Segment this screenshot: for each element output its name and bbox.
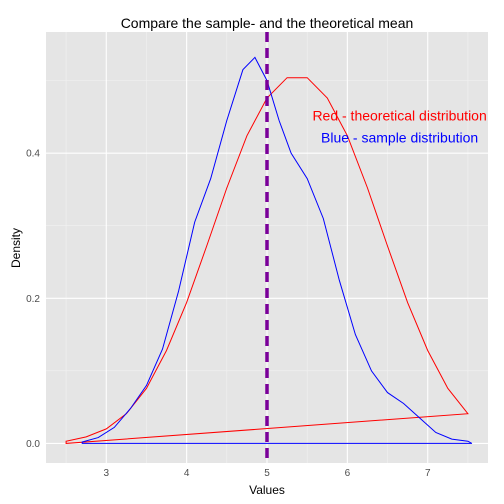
series-group (65, 56, 473, 444)
sample-density-line (81, 56, 473, 444)
x-tick-label: 3 (103, 468, 109, 479)
annotations: Red - theoretical distribution Blue - sam… (312, 108, 486, 146)
chart-title: Compare the sample- and the theoretical … (121, 15, 414, 31)
y-tick-label: 0.4 (26, 149, 40, 160)
y-axis-title: Density (9, 228, 23, 268)
annotation-sample: Blue - sample distribution (321, 129, 478, 145)
x-tick-label: 4 (184, 468, 190, 479)
x-tick-label: 7 (425, 468, 431, 479)
x-tick-label: 6 (345, 468, 351, 479)
tick-labels: 3 4 5 6 7 0.0 0.2 0.4 (26, 149, 431, 479)
x-axis-title: Values (249, 483, 285, 497)
theoretical-density-line (65, 77, 469, 444)
y-tick-label: 0.2 (26, 294, 40, 305)
annotation-theoretical: Red - theoretical distribution (312, 108, 486, 124)
y-tick-label: 0.0 (26, 439, 40, 450)
x-tick-label: 5 (264, 468, 270, 479)
